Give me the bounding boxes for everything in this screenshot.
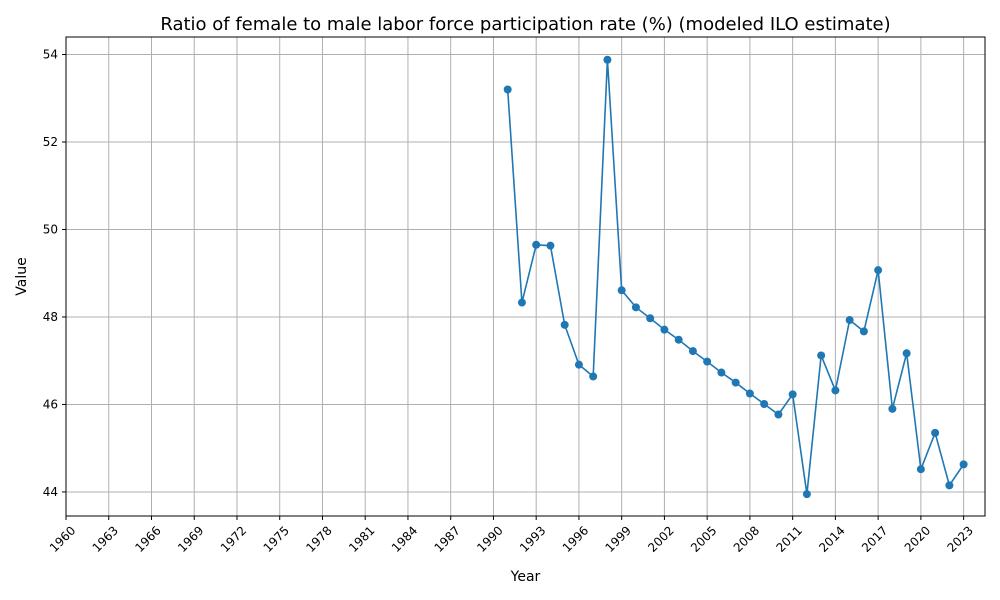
data-point bbox=[945, 481, 954, 490]
data-point bbox=[831, 386, 840, 395]
grid-lines bbox=[65, 37, 985, 516]
data-point bbox=[631, 303, 640, 312]
y-tick-label: 54 bbox=[43, 47, 58, 61]
data-point bbox=[859, 327, 868, 336]
data-point bbox=[731, 378, 740, 387]
y-axis-label: Value bbox=[14, 257, 30, 295]
data-point bbox=[688, 347, 697, 356]
y-tick-label: 44 bbox=[43, 485, 58, 499]
data-point bbox=[888, 404, 897, 413]
data-point bbox=[845, 316, 854, 325]
data-point bbox=[916, 465, 925, 474]
data-point bbox=[703, 357, 712, 366]
data-point bbox=[788, 390, 797, 399]
x-axis-label: Year bbox=[510, 569, 541, 585]
data-point bbox=[660, 325, 669, 334]
data-point bbox=[589, 372, 598, 381]
chart-title: Ratio of female to male labor force part… bbox=[160, 14, 890, 35]
data-point bbox=[745, 389, 754, 398]
data-point bbox=[674, 335, 683, 344]
data-point bbox=[546, 241, 555, 250]
data-point bbox=[603, 55, 612, 64]
data-point bbox=[617, 286, 626, 295]
data-point bbox=[774, 410, 783, 419]
data-point bbox=[902, 349, 911, 358]
data-point bbox=[760, 400, 769, 409]
data-points bbox=[503, 55, 968, 499]
data-point bbox=[560, 320, 569, 329]
y-tick-label: 48 bbox=[43, 310, 58, 324]
data-point bbox=[532, 240, 541, 249]
data-point bbox=[503, 85, 512, 94]
y-tick-label: 50 bbox=[43, 222, 58, 236]
y-tick-label: 46 bbox=[43, 397, 58, 411]
plot-frame bbox=[65, 36, 986, 517]
data-point bbox=[517, 298, 526, 307]
data-point bbox=[574, 360, 583, 369]
y-axis-ticks: 44 46 48 50 52 54 bbox=[43, 47, 66, 499]
data-point bbox=[717, 368, 726, 377]
data-point bbox=[874, 266, 883, 275]
data-point bbox=[646, 314, 655, 323]
data-point bbox=[802, 490, 811, 499]
data-point bbox=[931, 428, 940, 437]
data-point bbox=[817, 351, 826, 360]
data-point bbox=[959, 460, 968, 469]
y-tick-label: 52 bbox=[43, 135, 58, 149]
